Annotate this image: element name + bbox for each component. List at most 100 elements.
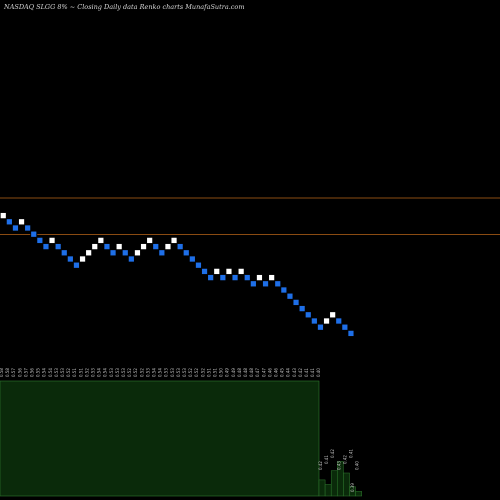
volume-bar bbox=[330, 470, 338, 497]
x-tick-label: 0.40 bbox=[316, 368, 321, 377]
x-tick-label: 0.52 bbox=[139, 368, 144, 377]
x-tick-label: 0.53 bbox=[91, 368, 96, 377]
x-tick-label: 0.42 bbox=[298, 368, 303, 377]
x-tick-label: 0.57 bbox=[23, 368, 28, 377]
renko-brick-up bbox=[133, 249, 141, 257]
x-tick-label: 0.48 bbox=[249, 368, 254, 377]
x-tick-label: 0.51 bbox=[72, 368, 77, 377]
x-tick-label: 0.52 bbox=[194, 368, 199, 377]
renko-brick-up bbox=[323, 317, 331, 325]
x-tick-label: 0.47 bbox=[255, 368, 260, 377]
renko-brick-up bbox=[225, 267, 233, 275]
x-tick-label: 0.54 bbox=[42, 368, 47, 377]
x-tick-label: 0.46 bbox=[274, 368, 279, 377]
renko-brick-down bbox=[310, 317, 318, 325]
renko-brick-down bbox=[231, 274, 239, 282]
volume-bar bbox=[343, 472, 350, 497]
renko-brick-up bbox=[97, 236, 105, 244]
renko-brick-down bbox=[249, 280, 257, 288]
x-tick-label: 0.53 bbox=[164, 368, 169, 377]
renko-brick-down bbox=[262, 280, 270, 288]
renko-brick-up bbox=[79, 255, 87, 263]
x-tick-label: 0.50 bbox=[219, 368, 224, 377]
renko-brick-up bbox=[91, 243, 99, 251]
volume-bar bbox=[0, 380, 320, 497]
volume-label: 0.41 bbox=[324, 455, 329, 464]
x-tick-label: 0.44 bbox=[286, 368, 291, 377]
x-tick-label: 0.53 bbox=[170, 368, 175, 377]
x-tick-label: 0.54 bbox=[158, 368, 163, 377]
x-tick-label: 0.52 bbox=[66, 368, 71, 377]
renko-brick-down bbox=[347, 329, 355, 337]
x-tick-label: 0.53 bbox=[60, 368, 65, 377]
renko-brick-down bbox=[243, 274, 251, 282]
x-tick-label: 0.48 bbox=[243, 368, 248, 377]
x-tick-label: 0.41 bbox=[304, 368, 309, 377]
x-tick-label: 0.53 bbox=[109, 368, 114, 377]
renko-brick-up bbox=[164, 243, 172, 251]
renko-brick-up bbox=[213, 267, 221, 275]
x-tick-label: 0.54 bbox=[152, 368, 157, 377]
x-tick-label: 0.53 bbox=[54, 368, 59, 377]
x-tick-label: 0.52 bbox=[127, 368, 132, 377]
x-tick-label: 0.53 bbox=[145, 368, 150, 377]
renko-brick-down bbox=[207, 274, 215, 282]
x-tick-label: 0.54 bbox=[48, 368, 53, 377]
renko-brick-down bbox=[30, 230, 38, 238]
renko-brick-down bbox=[298, 305, 306, 313]
renko-brick-down bbox=[60, 249, 68, 257]
x-tick-label: 0.58 bbox=[5, 368, 10, 377]
x-tick-label: 0.52 bbox=[188, 368, 193, 377]
x-tick-label: 0.58 bbox=[0, 368, 4, 377]
renko-brick-down bbox=[127, 255, 135, 263]
x-tick-label: 0.53 bbox=[182, 368, 187, 377]
x-tick-label: 0.54 bbox=[97, 368, 102, 377]
renko-brick-down bbox=[72, 261, 80, 269]
x-tick-label: 0.41 bbox=[310, 368, 315, 377]
renko-brick-down bbox=[194, 261, 202, 269]
volume-label: 0.43 bbox=[336, 461, 341, 470]
x-tick-label: 0.56 bbox=[17, 368, 22, 377]
chart-title: NASDAQ SLGG 8% ~ Closing Daily data Renk… bbox=[3, 3, 244, 11]
x-tick-label: 0.43 bbox=[292, 368, 297, 377]
renko-brick-down bbox=[176, 243, 184, 251]
renko-brick-up bbox=[85, 249, 93, 257]
volume-label: 0.42 bbox=[342, 455, 347, 464]
renko-brick-down bbox=[304, 311, 312, 319]
renko-brick-down bbox=[201, 267, 209, 275]
x-tick-label: 0.49 bbox=[231, 368, 236, 377]
renko-brick-down bbox=[121, 249, 129, 257]
x-tick-label: 0.54 bbox=[103, 368, 108, 377]
renko-brick-down bbox=[280, 286, 288, 294]
x-tick-label: 0.48 bbox=[237, 368, 242, 377]
renko-brick-up bbox=[140, 243, 148, 251]
x-tick-label: 0.53 bbox=[176, 368, 181, 377]
x-tick-label: 0.45 bbox=[280, 368, 285, 377]
renko-brick-up bbox=[268, 274, 276, 282]
renko-brick-up bbox=[48, 236, 56, 244]
renko-brick-down bbox=[292, 298, 300, 306]
renko-brick-down bbox=[152, 243, 160, 251]
x-tick-label: 0.57 bbox=[11, 368, 16, 377]
renko-brick-down bbox=[286, 292, 294, 300]
renko-brick-up bbox=[115, 243, 123, 251]
x-tick-label: 0.53 bbox=[115, 368, 120, 377]
renko-brick-down bbox=[341, 323, 349, 331]
renko-brick-up bbox=[255, 274, 263, 282]
x-tick-label: 0.56 bbox=[30, 368, 35, 377]
renko-brick-down bbox=[24, 224, 32, 232]
renko-brick-up bbox=[146, 236, 154, 244]
renko-brick-up bbox=[170, 236, 178, 244]
volume-bar bbox=[355, 491, 362, 497]
x-tick-label: 0.46 bbox=[267, 368, 272, 377]
x-tick-label: 0.52 bbox=[200, 368, 205, 377]
volume-bottom-label: 0.39 bbox=[350, 483, 355, 492]
x-tick-label: 0.51 bbox=[78, 368, 83, 377]
volume-bar bbox=[324, 484, 332, 497]
renko-brick-down bbox=[274, 280, 282, 288]
renko-brick-down bbox=[11, 224, 19, 232]
renko-brick-down bbox=[66, 255, 74, 263]
renko-brick-down bbox=[5, 218, 13, 226]
x-tick-label: 0.51 bbox=[206, 368, 211, 377]
renko-brick-down bbox=[182, 249, 190, 257]
